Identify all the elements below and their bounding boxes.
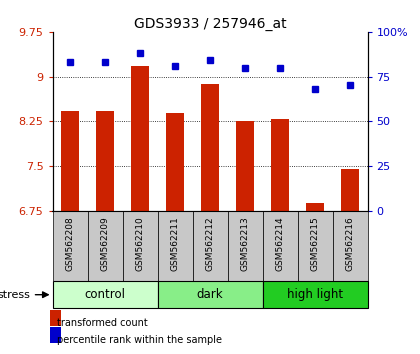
Bar bbox=[306, 203, 324, 211]
Text: GSM562216: GSM562216 bbox=[346, 216, 354, 271]
Text: dark: dark bbox=[197, 288, 223, 301]
Bar bbox=[271, 119, 289, 211]
Text: GSM562208: GSM562208 bbox=[66, 216, 74, 271]
Text: GSM562210: GSM562210 bbox=[136, 216, 144, 271]
Text: GSM562214: GSM562214 bbox=[276, 216, 284, 271]
Bar bbox=[192, 211, 228, 281]
Bar bbox=[297, 211, 333, 281]
Bar bbox=[158, 281, 262, 308]
Bar bbox=[262, 281, 368, 308]
Bar bbox=[52, 211, 87, 281]
Text: GSM562209: GSM562209 bbox=[100, 216, 110, 271]
Bar bbox=[201, 84, 219, 211]
Bar bbox=[262, 211, 297, 281]
Text: GSM562212: GSM562212 bbox=[205, 216, 215, 271]
Text: stress: stress bbox=[0, 290, 48, 300]
Bar bbox=[123, 211, 158, 281]
Bar bbox=[333, 211, 368, 281]
Text: percentile rank within the sample: percentile rank within the sample bbox=[57, 335, 222, 345]
Text: GSM562215: GSM562215 bbox=[310, 216, 320, 271]
Bar bbox=[166, 114, 184, 211]
Bar bbox=[61, 111, 79, 211]
Text: GSM562211: GSM562211 bbox=[171, 216, 179, 271]
Text: GSM562213: GSM562213 bbox=[241, 216, 249, 271]
Bar bbox=[131, 66, 149, 211]
Title: GDS3933 / 257946_at: GDS3933 / 257946_at bbox=[134, 17, 286, 31]
Text: high light: high light bbox=[287, 288, 343, 301]
Bar bbox=[228, 211, 262, 281]
Text: transformed count: transformed count bbox=[57, 318, 147, 328]
Bar bbox=[87, 211, 123, 281]
Bar bbox=[341, 169, 359, 211]
Bar bbox=[236, 121, 254, 211]
Text: control: control bbox=[84, 288, 126, 301]
Bar bbox=[96, 110, 114, 211]
Bar bbox=[52, 281, 158, 308]
Bar bbox=[158, 211, 192, 281]
